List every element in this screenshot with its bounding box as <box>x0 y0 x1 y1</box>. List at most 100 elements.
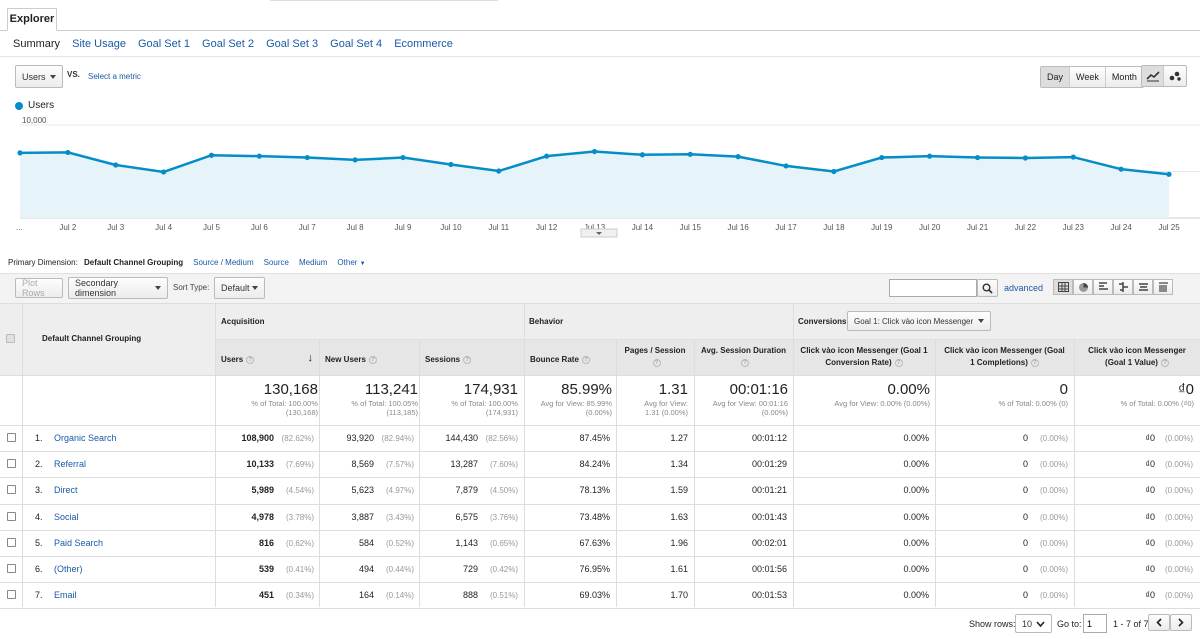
show-rows-select[interactable]: 10 <box>1015 614 1052 633</box>
chevron-down-icon: ▼ <box>359 261 366 267</box>
dimension-other[interactable]: Other ▼ <box>337 258 365 267</box>
select-all-checkbox[interactable] <box>6 334 15 343</box>
avg-session-duration-header[interactable]: Avg. Session Duration? <box>694 345 793 369</box>
table-row-cell: 00:02:01 <box>752 538 787 548</box>
channel-link[interactable]: Referral <box>54 459 87 470</box>
totals-subtext: % of Total: 0.00% (0) <box>998 399 1068 408</box>
goal-select-dropdown[interactable]: Goal 1: Click vào icon Messenger <box>847 311 991 331</box>
subtab-ecommerce[interactable]: Ecommerce <box>394 38 453 50</box>
help-icon[interactable]: ? <box>246 355 255 364</box>
dimension-header[interactable]: Default Channel Grouping <box>42 334 142 343</box>
x-tick-label: Jul 22 <box>1015 223 1037 232</box>
motion-chart-icon[interactable] <box>1164 66 1186 86</box>
goal-select-value: Goal 1: Click vào icon Messenger <box>854 316 974 326</box>
table-row-cell: 00:01:53 <box>752 590 787 600</box>
performance-view-icon[interactable] <box>1093 279 1113 295</box>
pie-view-icon[interactable] <box>1073 279 1093 295</box>
help-icon[interactable]: ? <box>741 358 749 367</box>
row-checkbox[interactable] <box>7 485 16 495</box>
goal1-value-header[interactable]: Click vào icon Messenger (Goal 1 Value)? <box>1074 345 1200 369</box>
x-tick-label: Jul 4 <box>155 223 172 232</box>
period-day-button[interactable]: Day <box>1041 67 1071 87</box>
cell-percent: (0.00%) <box>1164 565 1193 574</box>
pivot-view-icon[interactable] <box>1153 279 1173 295</box>
x-tick-label: Jul 12 <box>536 223 558 232</box>
subtab-summary[interactable]: Summary <box>13 38 61 50</box>
goal1-completions-header[interactable]: Click vào icon Messenger (Goal 1 Complet… <box>935 345 1074 369</box>
channel-link[interactable]: Social <box>54 511 79 522</box>
channel-link[interactable]: Email <box>54 590 77 601</box>
goal1-conversion-rate-header[interactable]: Click vào icon Messenger (Goal 1 Convers… <box>793 345 935 369</box>
bounce-rate-header[interactable]: Bounce Rate? <box>524 354 616 366</box>
cell-value: 1.34 <box>670 459 688 470</box>
row-checkbox[interactable] <box>7 590 16 600</box>
users-data-point <box>544 153 550 159</box>
channel-link[interactable]: Organic Search <box>54 433 117 443</box>
plot-rows-button[interactable]: Plot Rows <box>15 278 63 298</box>
sessions-header[interactable]: Sessions? <box>419 354 524 366</box>
table-search-input[interactable] <box>889 279 977 297</box>
help-icon[interactable]: ? <box>1160 358 1169 367</box>
row-checkbox[interactable] <box>7 537 16 547</box>
help-icon[interactable]: ? <box>894 358 903 367</box>
primary-dimension-active[interactable]: Default Channel Grouping <box>84 258 184 267</box>
table-row-cell: 451 (0.34%) <box>259 590 314 600</box>
period-week-button[interactable]: Week <box>1070 67 1106 87</box>
x-tick-label: Jul 7 <box>299 223 316 232</box>
sort-type-dropdown[interactable]: Default <box>214 277 265 299</box>
cell-percent: (82.62%) <box>281 434 314 443</box>
subtab-site-usage[interactable]: Site Usage <box>72 38 126 50</box>
next-page-button[interactable] <box>1170 614 1192 631</box>
row-checkbox[interactable] <box>7 564 16 573</box>
period-month-button[interactable]: Month <box>1105 67 1143 87</box>
users-header[interactable]: Users? ↓ <box>215 352 319 366</box>
cell-value: 00:01:12 <box>751 433 787 443</box>
comparison-view-icon[interactable] <box>1113 279 1133 295</box>
pages-per-session-header[interactable]: Pages / Session? <box>616 345 694 369</box>
help-icon[interactable]: ? <box>652 358 661 367</box>
prev-page-button[interactable] <box>1148 614 1170 631</box>
row-checkbox[interactable] <box>7 433 16 442</box>
row-checkbox[interactable] <box>7 511 16 521</box>
help-icon[interactable]: ? <box>368 355 377 364</box>
secondary-dimension-dropdown[interactable]: Secondary dimension <box>68 277 168 299</box>
new-users-header[interactable]: New Users? <box>319 354 419 366</box>
channel-link[interactable]: Paid Search <box>54 537 104 548</box>
select-metric-link[interactable]: Select a metric <box>88 72 141 81</box>
advanced-filter-link[interactable]: advanced <box>1004 283 1044 293</box>
cell-percent: (4.97%) <box>385 486 414 496</box>
search-button[interactable] <box>977 279 998 297</box>
cell-percent: (0.00%) <box>1164 538 1193 548</box>
dimension-source[interactable]: Source <box>263 258 289 267</box>
line-chart-icon[interactable] <box>1142 66 1164 86</box>
column-header-label: Pages / Session <box>624 346 686 355</box>
tab-explorer[interactable]: Explorer <box>7 8 57 31</box>
subtab-goal-set-4[interactable]: Goal Set 4 <box>330 38 383 50</box>
cell-percent: (0.00%) <box>1039 434 1068 443</box>
help-icon[interactable]: ? <box>1030 358 1039 367</box>
row-checkbox[interactable] <box>7 459 16 469</box>
help-icon[interactable]: ? <box>581 355 590 364</box>
users-data-point <box>352 157 358 163</box>
channel-link[interactable]: Direct <box>54 485 78 496</box>
table-row-cell: 0.00% <box>903 433 929 443</box>
help-icon[interactable]: ? <box>463 355 472 364</box>
sort-descending-icon[interactable]: ↓ <box>307 352 314 364</box>
metric-dropdown[interactable]: Users <box>15 65 63 88</box>
header-divider <box>215 339 1200 340</box>
dimension-other-label: Other <box>337 258 358 267</box>
subtab-goal-set-1[interactable]: Goal Set 1 <box>138 38 190 50</box>
goto-label: Go to: <box>1057 619 1082 629</box>
channel-link[interactable]: (Other) <box>54 564 83 574</box>
subtab-goal-set-2[interactable]: Goal Set 2 <box>202 38 255 50</box>
totals-cell: 174,931% of Total: 100.00% (174,931) <box>451 381 518 417</box>
dimension-source-medium[interactable]: Source / Medium <box>193 258 254 267</box>
totals-cell: 1.31 Avg for View: 1.31 (0.00%) <box>644 381 688 417</box>
row-index: 5. <box>35 537 43 548</box>
legend-users-label[interactable]: Users <box>28 100 55 111</box>
term-cloud-view-icon[interactable] <box>1133 279 1153 295</box>
dimension-medium[interactable]: Medium <box>298 258 328 267</box>
subtab-goal-set-3[interactable]: Goal Set 3 <box>266 38 319 50</box>
table-view-icon[interactable] <box>1053 279 1073 295</box>
goto-page-input[interactable] <box>1083 614 1107 633</box>
